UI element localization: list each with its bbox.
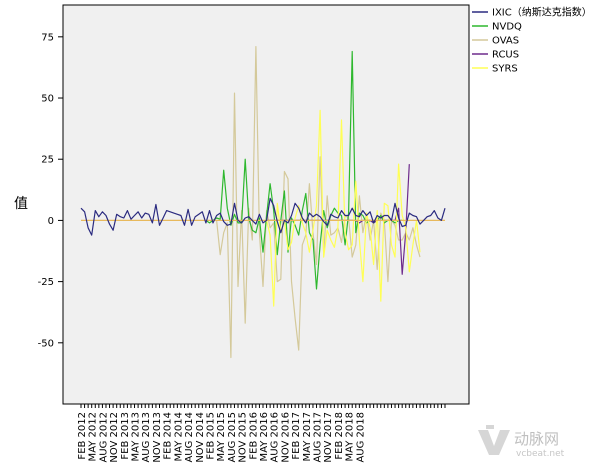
- y-tick-label: 0: [48, 216, 54, 227]
- legend-label: OVAS: [492, 36, 519, 47]
- y-tick-label: 75: [41, 32, 54, 43]
- y-axis-label: 值: [14, 196, 28, 212]
- x-tick-label: MAY 2017: [302, 412, 313, 461]
- x-tick-label: AUG 2015: [227, 412, 238, 463]
- series-line-syrs: [266, 109, 421, 307]
- x-tick-label: AUG 2012: [98, 412, 109, 463]
- x-tick-label: AUG 2018: [355, 412, 366, 463]
- x-tick-label: MAY 2012: [88, 412, 99, 461]
- x-tick-label: FEB 2013: [120, 412, 131, 460]
- x-tick-label: AUG 2013: [141, 412, 152, 463]
- legend-label: RCUS: [492, 50, 519, 61]
- x-tick-label: AUG 2016: [270, 412, 281, 463]
- x-tick-label: MAY 2016: [259, 412, 270, 461]
- y-tick-label: -25: [38, 277, 54, 288]
- x-tick-label: FEB 2016: [248, 412, 259, 460]
- legend-label: IXIC（纳斯达克指数）: [492, 6, 592, 19]
- x-tick-label: AUG 2017: [313, 412, 324, 463]
- y-tick-label: 50: [41, 94, 54, 105]
- x-tick-label: MAY 2015: [216, 412, 227, 461]
- plot-background: [62, 4, 470, 405]
- y-axis: 75 50 25 0 -25 -50: [38, 32, 63, 349]
- x-tick-label: FEB 2014: [163, 412, 174, 460]
- legend-label: SYRS: [492, 64, 518, 75]
- y-tick-label: -50: [38, 338, 54, 349]
- watermark-logo-text: 动脉网: [514, 430, 559, 448]
- x-tick-label: NOV 2014: [195, 412, 206, 463]
- x-tick-label: MAY 2018: [345, 412, 356, 461]
- x-tick-label: NOV 2012: [109, 412, 120, 463]
- x-tick-label: NOV 2016: [280, 412, 291, 463]
- legend: IXIC（纳斯达克指数） NVDQ OVAS RCUS SYRS: [472, 6, 592, 75]
- vcbeat-logo-icon: [478, 425, 510, 455]
- watermark-sub-text: vcbeat.net: [516, 449, 565, 459]
- series-layer: [80, 45, 446, 359]
- x-tick-label: FEB 2017: [291, 412, 302, 460]
- x-tick-label: AUG 2014: [184, 412, 195, 463]
- legend-label: NVDQ: [492, 22, 522, 33]
- watermark: 动脉网 vcbeat.net: [478, 425, 565, 459]
- x-axis: FEB 2012 MAY 2012 AUG 2012 NOV 2012 FEB 2013…: [77, 404, 446, 463]
- x-tick-label: MAY 2013: [131, 412, 142, 461]
- series-line-ixic: [80, 197, 446, 236]
- x-tick-label: NOV 2015: [238, 412, 249, 463]
- y-tick-label: 25: [41, 155, 54, 166]
- x-tick-label: NOV 2013: [152, 412, 163, 463]
- x-tick-label: FEB 2012: [77, 412, 88, 460]
- x-tick-label: NOV 2017: [323, 412, 334, 463]
- x-tick-label: FEB 2018: [334, 412, 345, 460]
- x-tick-label: FEB 2015: [205, 412, 216, 460]
- x-tick-label: MAY 2014: [173, 412, 184, 461]
